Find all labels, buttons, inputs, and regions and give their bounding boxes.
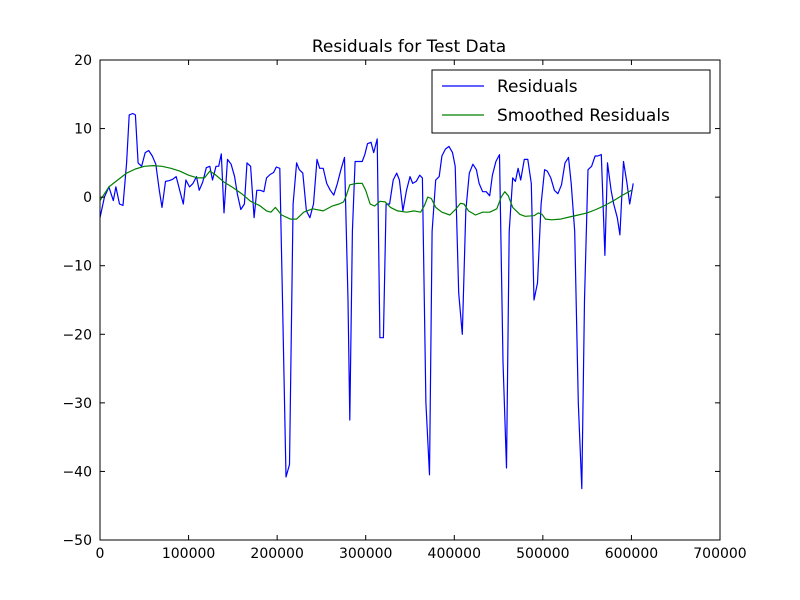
legend: Residuals Smoothed Residuals	[431, 69, 711, 134]
legend-label-smoothed-residuals: Smoothed Residuals	[497, 106, 670, 126]
legend-label-residuals: Residuals	[497, 77, 578, 97]
series-line-smoothed-residuals	[100, 165, 632, 221]
y-tick-label: −40	[62, 464, 92, 480]
y-tick-label: −50	[62, 533, 92, 549]
x-tick-label: 700000	[693, 546, 746, 562]
y-tick-label: 10	[74, 122, 92, 138]
y-tick-label: −30	[62, 396, 92, 412]
chart-title: Residuals for Test Data	[312, 37, 506, 57]
x-tick-label: 100000	[162, 546, 215, 562]
tick-layer: 0 100000 200000 300000 400000 500000 600000 700…	[62, 53, 746, 562]
legend-box	[431, 69, 711, 134]
y-tick-label: −20	[62, 327, 92, 343]
x-tick-label: 400000	[428, 546, 481, 562]
y-tick-label: 0	[83, 190, 92, 206]
x-tick-label: 600000	[605, 546, 658, 562]
x-tick-label: 200000	[250, 546, 303, 562]
series-line-residuals	[100, 112, 634, 490]
x-tick-label: 0	[96, 546, 105, 562]
plot-frame	[99, 59, 721, 541]
series-layer	[100, 112, 634, 490]
y-tick-label: −10	[62, 259, 92, 275]
x-tick-label: 500000	[516, 546, 569, 562]
y-tick-label: 20	[74, 53, 92, 69]
x-tick-label: 300000	[339, 546, 392, 562]
